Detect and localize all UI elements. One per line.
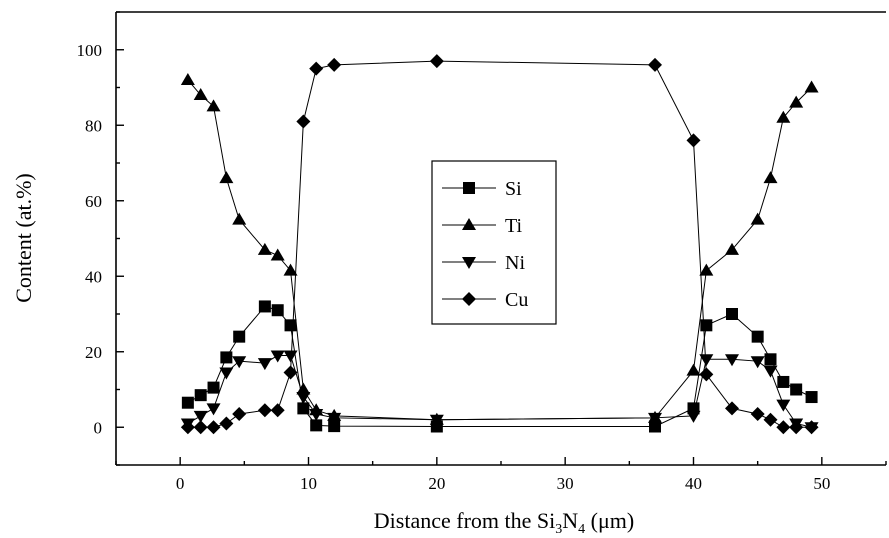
point-ti-3	[219, 171, 233, 183]
point-cu-18	[776, 420, 790, 434]
point-ni-17	[764, 366, 778, 378]
point-cu-11	[430, 54, 444, 68]
legend-label-ti: Ti	[505, 215, 523, 237]
x-tick-label-1: 10	[300, 474, 317, 493]
point-ni-13	[687, 411, 701, 423]
legend-marker-si	[463, 182, 475, 194]
point-cu-3	[219, 416, 233, 430]
x-axis-title-prefix: Distance from the Si	[374, 508, 555, 533]
point-si-4	[233, 331, 245, 343]
legend-box	[432, 161, 556, 324]
point-cu-4	[232, 407, 246, 421]
point-si-1	[195, 389, 207, 401]
point-ti-4	[232, 213, 246, 225]
point-si-15	[726, 308, 738, 320]
legend: Si Ti Ni Cu	[432, 161, 556, 324]
point-cu-9	[309, 62, 323, 76]
point-ti-17	[764, 171, 778, 183]
point-cu-6	[271, 403, 285, 417]
point-si-20	[806, 391, 818, 403]
point-cu-5	[258, 403, 272, 417]
point-cu-12	[648, 58, 662, 72]
point-si-19	[790, 384, 802, 396]
point-ti-6	[271, 248, 285, 260]
point-cu-19	[789, 420, 803, 434]
point-si-7	[285, 319, 297, 331]
point-cu-2	[207, 420, 221, 434]
point-si-8	[297, 402, 309, 414]
point-si-3	[220, 351, 232, 363]
point-cu-16	[751, 407, 765, 421]
x-axis-title-suffix: (μm)	[585, 508, 634, 533]
point-ni-2	[207, 403, 221, 415]
point-si-14	[700, 319, 712, 331]
y-tick-label-3: 60	[85, 192, 102, 211]
point-cu-13	[687, 133, 701, 147]
point-cu-10	[327, 58, 341, 72]
point-cu-8	[296, 114, 310, 128]
x-axis-title-sub2: 4	[578, 522, 585, 537]
point-ti-2	[207, 99, 221, 111]
point-ti-13	[687, 364, 701, 376]
point-ti-20	[805, 81, 819, 93]
point-cu-17	[764, 413, 778, 427]
legend-label-ni: Ni	[505, 252, 525, 274]
point-ni-6	[271, 351, 285, 363]
point-ni-3	[219, 368, 233, 380]
x-axis-title-sub1: 3	[555, 522, 562, 537]
x-tick-label-3: 30	[557, 474, 574, 493]
point-cu-0	[181, 420, 195, 434]
point-si-17	[765, 353, 777, 365]
point-si-2	[208, 382, 220, 394]
point-ti-16	[751, 213, 765, 225]
x-tick-label-4: 40	[685, 474, 702, 493]
x-tick-label-2: 20	[428, 474, 445, 493]
point-cu-1	[194, 420, 208, 434]
y-tick-label-2: 40	[85, 267, 102, 286]
point-ti-0	[181, 73, 195, 85]
series-line-ni	[188, 356, 812, 428]
point-ni-5	[258, 358, 272, 370]
legend-label-si: Si	[505, 178, 522, 200]
y-tick-label-0: 0	[94, 418, 103, 437]
point-si-5	[259, 300, 271, 312]
x-tick-label-0: 0	[176, 474, 185, 493]
x-axis-title: Distance from the Si3N4 (μm)	[374, 508, 634, 537]
y-axis-title: Content (at.%)	[11, 173, 36, 303]
y-tick-label-4: 80	[85, 116, 102, 135]
point-si-16	[752, 331, 764, 343]
point-ni-18	[776, 400, 790, 412]
point-cu-7	[284, 366, 298, 380]
legend-label-cu: Cu	[505, 289, 528, 311]
point-si-6	[272, 304, 284, 316]
point-cu-15	[725, 401, 739, 415]
x-tick-label-5: 50	[813, 474, 830, 493]
point-si-0	[182, 397, 194, 409]
point-ni-16	[751, 356, 765, 368]
x-axis-title-mid: N	[562, 508, 578, 533]
point-ti-14	[699, 264, 713, 276]
y-tick-label-5: 100	[77, 41, 103, 60]
point-si-18	[777, 376, 789, 388]
point-ni-15	[725, 354, 739, 366]
point-si-9	[310, 419, 322, 431]
y-tick-label-1: 20	[85, 343, 102, 362]
series-ni	[181, 351, 819, 435]
point-ni-4	[232, 356, 246, 368]
